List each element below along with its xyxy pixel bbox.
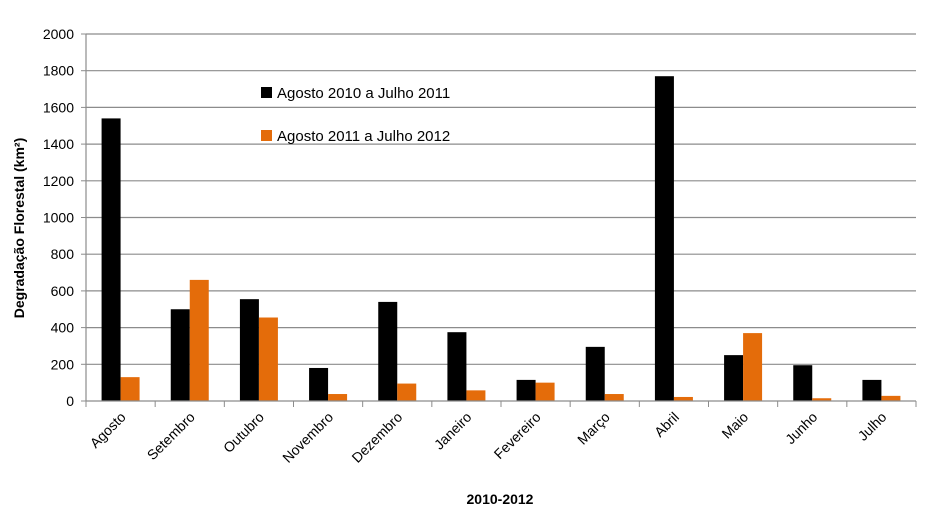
bar-series-1-julho — [862, 379, 882, 401]
bar-series-1-agosto — [101, 118, 121, 401]
bar-series-2-junho — [812, 398, 832, 401]
x-tick-label: Abril — [651, 409, 682, 440]
bar-series-1-maio — [724, 355, 744, 401]
y-tick-label: 600 — [51, 283, 75, 299]
y-tick-label: 800 — [51, 246, 75, 262]
y-tick-label: 0 — [66, 393, 74, 409]
x-tick-label: Novembro — [279, 409, 336, 466]
x-tick-label: Outubro — [220, 409, 267, 456]
x-tick-label: Fevereiro — [491, 409, 544, 462]
bar-series-1-fevereiro — [516, 379, 536, 401]
y-tick-label: 2000 — [43, 26, 74, 42]
x-tick-label: Dezembro — [348, 409, 405, 466]
x-tick-label: Maio — [718, 409, 751, 442]
y-tick-label: 400 — [51, 320, 75, 336]
y-tick-label: 1000 — [43, 210, 74, 226]
y-tick-label: 1400 — [43, 136, 74, 152]
bar-series-1-dezembro — [378, 301, 398, 401]
bar-series-2-maio — [743, 333, 763, 401]
bar-series-2-fevereiro — [535, 382, 555, 401]
bar-series-1-novembro — [309, 367, 329, 401]
legend-swatch-series-2 — [261, 130, 272, 141]
bar-series-2-abril — [673, 396, 693, 401]
bar-series-2-dezembro — [397, 383, 417, 401]
bar-series-1-outubro — [239, 299, 259, 401]
x-tick-label: Janeiro — [431, 409, 475, 453]
y-tick-labels: 0 200 400 600 800 1000 1200 1400 1600 1800 2000 — [43, 26, 74, 409]
x-tick-label: Julho — [855, 409, 890, 444]
x-axis-label: 2010-2012 — [467, 491, 534, 507]
bar-series-2-agosto — [120, 377, 140, 401]
bars — [101, 76, 901, 401]
y-axis-label: Degradação Florestal (km²) — [11, 138, 27, 319]
bar-series-2-outubro — [258, 317, 278, 401]
bar-series-2-novembro — [328, 394, 348, 401]
bar-series-1-janeiro — [447, 332, 467, 401]
legend-label-series-1: Agosto 2010 a Julho 2011 — [277, 85, 450, 102]
bar-series-2-julho — [881, 395, 901, 401]
x-tick-labels: Agosto Setembro Outubro Novembro Dezembro Jan… — [87, 409, 890, 466]
bar-series-1-setembro — [170, 309, 190, 401]
y-tick-label: 200 — [51, 356, 75, 372]
x-tick-label: Junho — [782, 409, 820, 447]
y-tick-label: 1800 — [43, 63, 74, 79]
gridlines — [81, 33, 916, 402]
bar-series-1-março — [585, 346, 605, 401]
bar-series-2-janeiro — [466, 390, 486, 401]
bar-series-2-setembro — [189, 279, 209, 401]
x-tick-label: Setembro — [144, 409, 198, 463]
bar-series-1-abril — [654, 76, 674, 401]
y-tick-label: 1600 — [43, 99, 74, 115]
axes — [85, 34, 917, 407]
bar-series-1-junho — [793, 365, 813, 401]
y-tick-label: 1200 — [43, 173, 74, 189]
x-tick-label: Agosto — [87, 409, 129, 451]
bar-series-2-março — [604, 394, 624, 401]
x-tick-label: Março — [574, 409, 613, 448]
legend-swatch-series-1 — [261, 87, 272, 98]
legend-label-series-2: Agosto 2011 a Julho 2012 — [277, 128, 450, 145]
legend: Agosto 2010 a Julho 2011 Agosto 2011 a J… — [261, 85, 450, 145]
